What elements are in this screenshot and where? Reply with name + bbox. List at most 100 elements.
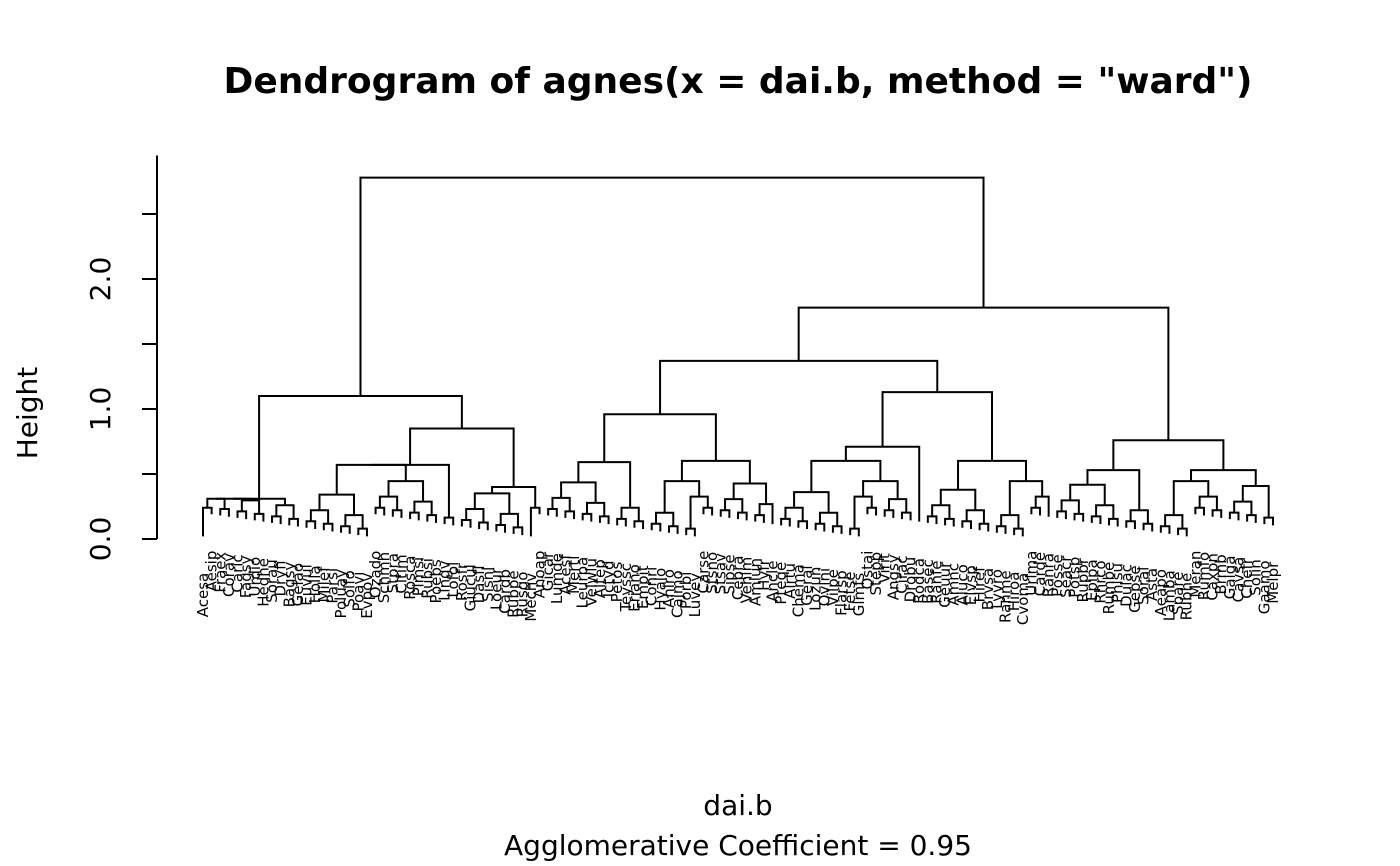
dendrogram-branch bbox=[426, 514, 437, 523]
dendrogram-branch bbox=[831, 525, 843, 534]
leaf-label: Parsi bbox=[323, 568, 341, 604]
y-tick-label: 0.0 bbox=[84, 517, 117, 562]
leaf-label: Ranme bbox=[997, 570, 1015, 623]
dendrogram-branch bbox=[1129, 509, 1149, 524]
leaf-label: Bagsy bbox=[280, 562, 298, 608]
dendrogram-branch bbox=[1246, 514, 1257, 523]
dendrogram-branch bbox=[202, 506, 213, 537]
leaf-label: Fagsy bbox=[237, 555, 255, 598]
leaf-label: Hiroa bbox=[1005, 572, 1023, 612]
leaf-label: Acesf bbox=[556, 554, 574, 595]
dendrogram-branch bbox=[491, 486, 537, 508]
leaf-label: Sisnl bbox=[479, 567, 497, 602]
leaf-label: Eriano bbox=[625, 564, 643, 612]
leaf-labels: AcesaAesipFraexCoravCaricFagsyUrdioHedhe… bbox=[194, 551, 1282, 626]
leaf-label: Solin bbox=[1247, 559, 1265, 596]
leaf-label: Cajmo bbox=[669, 570, 687, 618]
leaf-label: Lumde bbox=[548, 553, 566, 604]
dendrogram-branch bbox=[1211, 509, 1223, 518]
dendrogram-branch bbox=[793, 491, 830, 513]
dendrogram-branch bbox=[883, 509, 895, 518]
leaf-label: Anoap bbox=[531, 551, 549, 599]
leaf-label: Lyvro bbox=[988, 569, 1006, 609]
leaf-label: Poebs bbox=[427, 559, 445, 603]
leaf-label: Pimsi bbox=[410, 557, 428, 596]
leaf-label: Loeur bbox=[487, 567, 505, 610]
leaf-label: Ranfe bbox=[927, 560, 945, 603]
dendrogram-branch bbox=[1172, 480, 1210, 516]
dendrogram-branch bbox=[995, 525, 1007, 534]
dendrogram-branch bbox=[888, 498, 908, 513]
leaf-label: Solfo bbox=[341, 570, 359, 607]
leaf-label: Cavsa bbox=[1229, 557, 1247, 603]
leaf-label: Potsp bbox=[1066, 557, 1084, 598]
y-tick-label: 2.0 bbox=[84, 257, 117, 302]
dendrogram-branch bbox=[814, 522, 826, 532]
dendrogram-branch bbox=[633, 520, 645, 530]
leaf-label: Carse bbox=[694, 551, 712, 594]
dendrogram-branch bbox=[378, 495, 399, 511]
leaf-label: Stsav bbox=[712, 553, 730, 594]
dendrogram-branch bbox=[473, 492, 511, 514]
leaf-label: Spare bbox=[1169, 572, 1187, 615]
dendrogram-branch bbox=[862, 480, 899, 500]
leaf-label: Carde bbox=[1031, 552, 1049, 596]
leaf-label: Urdio bbox=[246, 557, 264, 597]
leaf-label: Mechv bbox=[522, 573, 540, 622]
leaf-label: Rusgo bbox=[513, 572, 531, 618]
leaf-label: Velwlu bbox=[582, 558, 600, 606]
leaf-label: Pteqe bbox=[772, 562, 790, 605]
dendrogram-branch bbox=[853, 495, 873, 529]
dendrogram-branch bbox=[689, 495, 709, 529]
dendrogram-branch bbox=[1228, 511, 1240, 521]
leaf-label: Cepra bbox=[729, 556, 747, 601]
leaf-label: Altep bbox=[591, 559, 609, 598]
leaf-label: Stepp bbox=[867, 552, 885, 596]
leaf-label: Poavi bbox=[349, 572, 367, 612]
dendrogram-branch bbox=[603, 413, 717, 463]
dendrogram-branch bbox=[1194, 506, 1205, 516]
dendrogram-branch bbox=[659, 359, 939, 415]
leaf-label: Flarsp bbox=[833, 570, 851, 616]
x-axis-label: dai.b bbox=[703, 789, 772, 822]
dendrogram-branch bbox=[499, 512, 519, 528]
dendrogram-branch bbox=[754, 514, 765, 523]
leaf-label: Ovlni bbox=[815, 568, 833, 607]
leaf-label: Evpov bbox=[358, 573, 376, 619]
leaf-label: Rubsi bbox=[418, 558, 436, 599]
dendrogram-branch bbox=[931, 504, 951, 519]
leaf-label: Empit bbox=[634, 565, 652, 609]
leaf-label: Virit bbox=[876, 553, 894, 583]
dendrogram-branch bbox=[724, 498, 744, 513]
dendrogram-branch bbox=[1095, 504, 1115, 519]
leaf-label: Lamba bbox=[1160, 570, 1178, 621]
leaf-label: Ostai bbox=[858, 551, 876, 590]
dendrogram-branch bbox=[1125, 520, 1136, 530]
leaf-label: Rumfo bbox=[1195, 552, 1213, 600]
y-tick-label: 1.0 bbox=[84, 387, 117, 432]
leaf-label: Hyalo bbox=[651, 568, 669, 611]
leaf-label: Milef bbox=[315, 566, 333, 603]
dendrogram-branch bbox=[335, 463, 407, 495]
leaf-label: Aesip bbox=[203, 551, 221, 592]
leaf-label: Rosca bbox=[401, 556, 419, 600]
dendrogram-branch bbox=[1034, 495, 1050, 517]
dendrogram-branch bbox=[374, 506, 386, 516]
leaf-label: Basec bbox=[919, 559, 937, 604]
leaf-label: Fetse bbox=[841, 572, 859, 612]
dendrogram-branch bbox=[866, 506, 878, 516]
leaf-label: Angsy bbox=[884, 554, 902, 600]
leaf-label: Epipa bbox=[1083, 559, 1101, 601]
leaf-label: Acesa bbox=[194, 573, 212, 617]
dendrogram-branch bbox=[957, 459, 1027, 490]
leaf-label: Geuur bbox=[936, 561, 954, 608]
dendrogram-branch bbox=[680, 459, 751, 484]
leaf-label: Stpra bbox=[384, 553, 402, 593]
dendrogram-branch bbox=[547, 507, 558, 517]
dendrogram-branch bbox=[275, 504, 295, 519]
leaf-label: Aniro bbox=[660, 569, 678, 608]
dendrogram-branch bbox=[577, 461, 632, 508]
dendrogram-branch bbox=[719, 509, 731, 518]
leaf-label: Elvsp bbox=[962, 565, 980, 605]
leaf-label: Giucul bbox=[462, 564, 480, 611]
